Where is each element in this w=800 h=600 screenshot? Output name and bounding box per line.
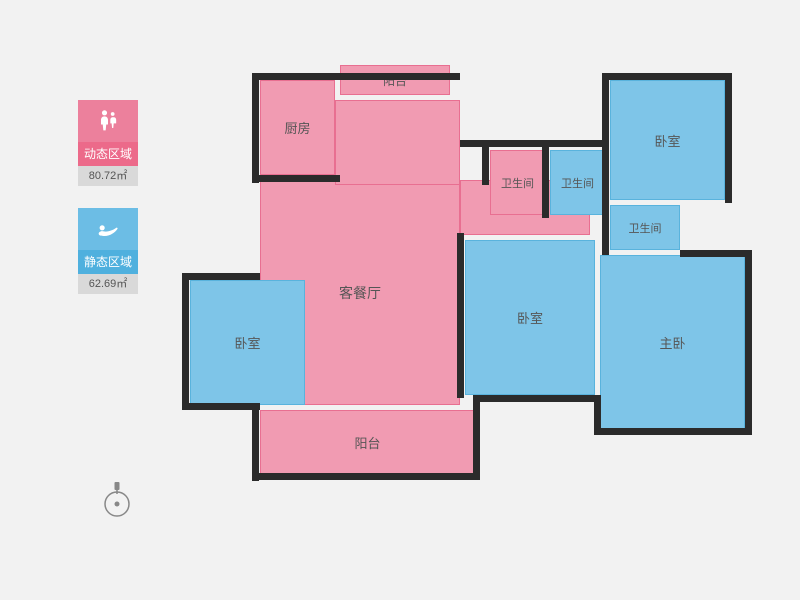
legend-dynamic-label: 动态区域	[78, 142, 138, 166]
floorplan-diagram: 阳台厨房客餐厅卫生间阳台卧室卫生间卫生间卧室卧室主卧	[190, 55, 750, 515]
legend-static-label: 静态区域	[78, 250, 138, 274]
sleep-icon	[78, 208, 138, 250]
wall-segment	[252, 73, 460, 80]
wall-segment	[725, 73, 732, 203]
wall-segment	[602, 140, 609, 255]
room-balcony-top: 阳台	[340, 65, 450, 95]
wall-segment	[182, 403, 260, 410]
room-bath1: 卫生间	[490, 150, 545, 215]
room-master: 主卧	[600, 255, 745, 430]
wall-segment	[182, 273, 189, 408]
room-balcony-bot: 阳台	[260, 410, 475, 475]
wall-segment	[542, 140, 549, 218]
people-icon	[78, 100, 138, 142]
room-bedroom-tr: 卧室	[610, 80, 725, 200]
wall-segment	[473, 395, 480, 475]
room-bath3: 卫生间	[610, 205, 680, 250]
wall-segment	[182, 273, 260, 280]
room-kitchen: 厨房	[260, 80, 335, 175]
room-bedroom-left: 卧室	[190, 280, 305, 405]
wall-segment	[252, 403, 259, 481]
legend-static-value: 62.69㎡	[78, 274, 138, 294]
legend-dynamic-value: 80.72㎡	[78, 166, 138, 186]
legend-dynamic: 动态区域 80.72㎡	[78, 100, 143, 186]
wall-segment	[473, 395, 601, 402]
room-bedroom-mid: 卧室	[465, 240, 595, 395]
wall-segment	[602, 73, 730, 80]
wall-segment	[680, 250, 752, 257]
wall-segment	[252, 175, 340, 182]
wall-segment	[252, 473, 480, 480]
wall-segment	[482, 140, 489, 185]
wall-segment	[594, 428, 752, 435]
wall-segment	[745, 250, 752, 433]
room-living-ext	[335, 100, 460, 185]
wall-segment	[602, 73, 609, 143]
wall-segment	[252, 73, 259, 183]
legend-panel: 动态区域 80.72㎡ 静态区域 62.69㎡	[78, 100, 143, 316]
room-bath2: 卫生间	[550, 150, 605, 215]
legend-static: 静态区域 62.69㎡	[78, 208, 143, 294]
wall-segment	[457, 233, 464, 398]
compass-icon	[100, 480, 134, 525]
